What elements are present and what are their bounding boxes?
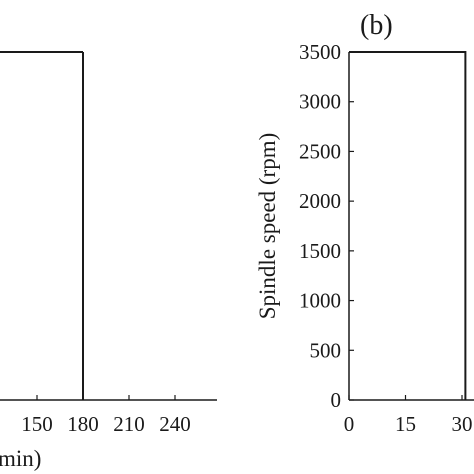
panel-b-y-tick-label: 2000 [299,189,341,213]
panel-a-x-tick-label: 240 [159,412,191,436]
panel-b-x-tick-label: 30 [452,412,473,436]
panel-b-x-tick-label: 15 [395,412,416,436]
panel-b-y-tick-label: 3000 [299,90,341,114]
panel-a-x-tick-label: 150 [21,412,53,436]
panel-b-y-tick-label: 3500 [299,40,341,64]
panel-b: (b) 0 500 1000 1500 2000 2500 3000 3500 0 15 30 S… [255,10,474,436]
panel-b-label: (b) [360,10,393,41]
panel-a-x-tick-label: 180 [67,412,99,436]
panel-b-ylabel: Spindle speed (rpm) [255,133,280,320]
panel-b-y-tick-label: 0 [331,388,342,412]
panel-b-y-tick-label: 1500 [299,239,341,263]
panel-b-y-tick-label: 1000 [299,289,341,313]
panel-a: 150 180 210 240 min) [0,51,217,471]
panel-b-series-line [349,51,467,400]
panel-a-x-tick-label: 210 [113,412,145,436]
panel-b-y-tick-label: 500 [310,338,342,362]
panel-b-x-tick-label: 0 [344,412,355,436]
panel-a-xlabel-fragment: min) [0,446,41,471]
panel-b-y-tick-label: 2500 [299,139,341,163]
